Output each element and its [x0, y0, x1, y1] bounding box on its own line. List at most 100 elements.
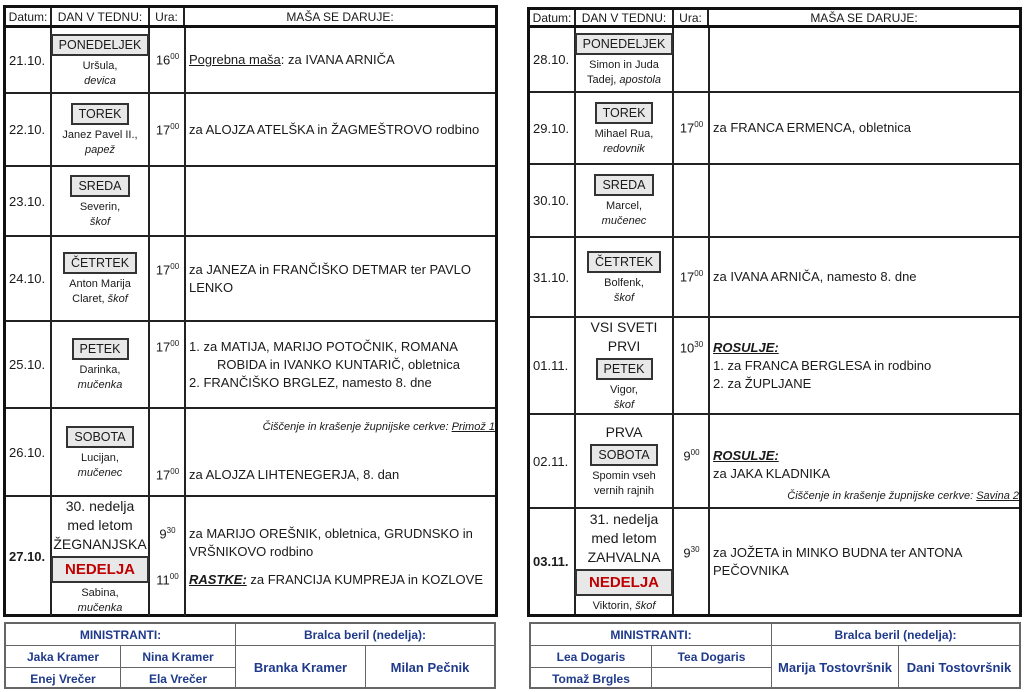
- mass-time: 1700: [150, 338, 185, 354]
- time-hour: 9: [683, 544, 691, 560]
- day-cell: SREDA Severin, škof: [52, 167, 150, 235]
- mass-time: 1030: [674, 339, 709, 355]
- intention-line: za FRANCA ERMENCA, obletnica: [713, 119, 1016, 137]
- text-run: papež: [85, 144, 115, 156]
- text-run: Primož 1: [451, 421, 495, 433]
- time-minute: 00: [170, 121, 180, 131]
- mass-time: 930: [674, 544, 709, 560]
- ministrant-name: Nina Kramer: [121, 646, 236, 668]
- date-cell: 27.10.: [6, 497, 52, 616]
- text-run: ROSULJE:: [713, 448, 779, 463]
- text-run: 1. za MATIJA, MARIJO POTOČNIK, ROMANA: [189, 338, 458, 354]
- time-minute: 00: [170, 467, 180, 476]
- text-run: za FRANCIJA KUMPREJA in KOZLOVE: [246, 571, 484, 587]
- intention-line: za JANEZA in FRANČIŠKO DETMAR ter PAVLO …: [189, 261, 492, 297]
- reader-name: Dani Tostovršnik: [906, 660, 1012, 675]
- mass-intention: 1. za MATIJA, MARIJO POTOČNIK, ROMANA ROB…: [185, 338, 495, 392]
- saint-line: Lucijan,: [81, 451, 119, 466]
- weekday-box: PONEDELJEK: [574, 33, 674, 55]
- mass-entry: 1700 za IVANA ARNIČA, namesto 8. dne: [674, 268, 1019, 286]
- header-mass: MAŠA SE DARUJE:: [286, 9, 394, 24]
- text-run: 2. FRANČIŠKO BRGLEZ, namesto 8. dne: [189, 374, 432, 390]
- text-run: ROSULJE:: [713, 339, 779, 355]
- time-hour: 17: [155, 467, 171, 483]
- day-row: 29.10. TOREK Mihael Rua, redovnik 1700 za FRA…: [530, 93, 1019, 165]
- saint-line: mučenec: [78, 466, 123, 481]
- mass-intention: ROSULJE: 1. za FRANCA BERGLESA in rodbino…: [709, 339, 1019, 393]
- day-row: 01.11. VSI SVETI PRVI PETEK Vigor, škof 1030 RO…: [530, 318, 1019, 415]
- time-minute: 00: [169, 571, 179, 581]
- intention-line: ROBIDA in IVANKO KUNTARIČ, obletnica: [189, 356, 492, 374]
- mass-time: 1600: [150, 51, 185, 67]
- header-date: Datum:: [6, 8, 52, 25]
- mass-cell: 900 ROSULJE: za JAKA KLADNIKA Čiščenje in k…: [674, 415, 1019, 507]
- time-hour: 17: [155, 121, 171, 137]
- mass-entry: 1700 za FRANCA ERMENCA, obletnica: [674, 119, 1019, 137]
- saint-line: papež: [85, 143, 115, 158]
- text-run: Čiščenje in krašenje župnijske cerkve:: [262, 421, 452, 433]
- intention-line: Pogrebna maša: za IVANA ARNIČA: [189, 51, 492, 69]
- text-run: Spomin vseh: [592, 470, 656, 482]
- footer-table-week-2: MINISTRANTI: Bralca beril (nedelja): Lea D…: [529, 622, 1021, 689]
- header-time-mass: Ura: MAŠA SE DARUJE:: [674, 10, 1019, 25]
- ministranti-label: MINISTRANTI:: [6, 624, 236, 646]
- time-minute: 30: [690, 544, 700, 554]
- date-cell: 29.10.: [530, 93, 576, 163]
- mass-entry: 1700 za ALOJZA ATELŠKA in ŽAGMEŠTROVO rod…: [150, 121, 495, 139]
- mass-entry: 1030 ROSULJE: 1. za FRANCA BERGLESA in rod…: [674, 339, 1019, 393]
- mass-cell: Čiščenje in krašenje župnijske cerkve: P…: [150, 409, 495, 495]
- text-run: škof: [613, 399, 635, 411]
- text-run: mučenec: [601, 215, 647, 227]
- mass-cell: [674, 165, 1019, 236]
- text-run: Mihael Rua,: [594, 127, 654, 140]
- schedule-week-2: Datum: DAN V TEDNU: Ura: MAŠA SE DARUJE: 28.…: [527, 7, 1022, 617]
- feast-label: 31. nedelja: [589, 510, 659, 527]
- time-minute: 00: [170, 261, 180, 271]
- day-cell: PRVA SOBOTA Spomin vseh vernih rajnih: [576, 415, 674, 507]
- header-row: Datum: DAN V TEDNU: Ura: MAŠA SE DARUJE:: [6, 8, 495, 28]
- time-minute: 30: [694, 339, 704, 349]
- text-run: 2. za ŽUPLJANE: [713, 375, 812, 391]
- intention-line: za JAKA KLADNIKA: [713, 465, 1016, 483]
- mass-entry: 1700 1. za MATIJA, MARIJO POTOČNIK, ROMAN…: [150, 338, 495, 392]
- header-mass: MAŠA SE DARUJE:: [810, 10, 918, 25]
- saint-line: Vigor,: [610, 383, 638, 398]
- mass-time: 1700: [150, 121, 185, 137]
- weekday-box: PETEK: [595, 358, 653, 380]
- mass-entry: 900 ROSULJE: za JAKA KLADNIKA: [674, 447, 1019, 483]
- mass-entry: 930 za MARIJO OREŠNIK, obletnica, GRUDNSK…: [150, 525, 495, 561]
- mass-entry: 1700 za ALOJZA LIHTENEGERJA, 8. dan: [150, 466, 495, 484]
- feast-label: PRVI: [607, 338, 641, 354]
- weekday-box: SOBOTA: [590, 444, 658, 466]
- time-hour: 16: [155, 52, 171, 68]
- date-cell: 26.10.: [6, 409, 52, 495]
- ministrant-name: Tea Dogaris: [652, 646, 772, 668]
- day-cell: 31. nedelja med letom ZAHVALNA NEDELJA Vikto…: [575, 509, 674, 614]
- day-row: 30.10. SREDA Marcel, mučenec: [530, 165, 1019, 238]
- feast-label: PRVA: [605, 424, 643, 440]
- text-run: Viktorin,: [592, 599, 636, 612]
- text-run: 1. za FRANCA BERGLESA in rodbino: [713, 357, 932, 373]
- text-run: škof: [613, 291, 635, 304]
- date-cell: 02.11.: [530, 415, 576, 507]
- date-cell: 28.10.: [530, 28, 576, 91]
- saint-line: Severin,: [80, 200, 120, 215]
- date-cell: 24.10.: [6, 237, 52, 320]
- saint-line: vernih rajnih: [594, 484, 654, 499]
- text-run: Janez Pavel II.,: [62, 129, 138, 141]
- time-hour: 9: [159, 525, 167, 541]
- weekday-box: ČETRTEK: [62, 252, 138, 274]
- weekday-box: TOREK: [594, 101, 654, 124]
- saint-line: Sabina,: [81, 586, 118, 601]
- saint-line: Mihael Rua,: [595, 127, 654, 142]
- mass-time: 900: [674, 447, 709, 463]
- saint-line: Uršula,: [83, 59, 118, 74]
- feast-label: med letom: [591, 529, 657, 546]
- text-run: za MARIJO OREŠNIK, obletnica, GRUDNSKO i…: [189, 525, 473, 559]
- date-cell: 31.10.: [530, 238, 576, 316]
- day-cell: 30. nedelja med letom ŽEGNANJSKA NEDELJA Sab…: [51, 497, 150, 616]
- time-minute: 00: [694, 120, 704, 129]
- text-run: vernih rajnih: [594, 485, 654, 497]
- text-run: Sabina,: [81, 587, 119, 599]
- ministrant-name: Tomaž Brgles: [531, 668, 652, 689]
